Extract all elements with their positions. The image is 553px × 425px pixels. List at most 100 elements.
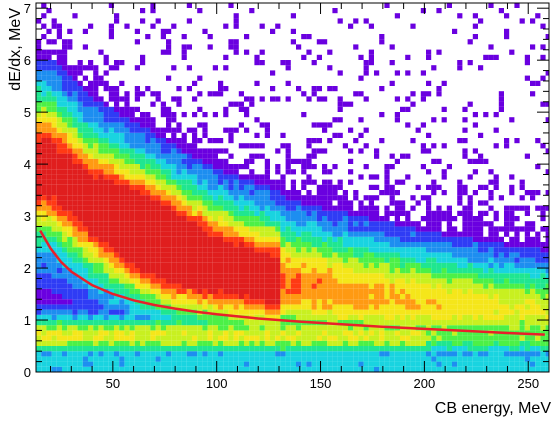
heatmap-cell [535,299,541,305]
heatmap-cell [478,346,484,352]
heatmap-cell [462,320,468,326]
heatmap-cell [415,351,421,357]
heatmap-cell [176,309,182,315]
heatmap-cell [270,299,276,305]
heatmap-cell [530,294,536,300]
heatmap-cell [342,320,348,326]
heatmap-cell [82,356,88,362]
heatmap-cell [509,346,515,352]
heatmap-cell [337,330,343,336]
heatmap-cell [124,366,130,372]
heatmap-cell [51,190,57,196]
heatmap-cell [98,283,104,289]
heatmap-cell [98,200,104,206]
heatmap-cell [290,361,296,367]
heatmap-cell [478,325,484,331]
heatmap-cell [41,200,47,206]
heatmap-cell [504,231,510,237]
heatmap-cell [36,91,42,97]
y-tick-label: 6 [24,53,31,68]
heatmap-cell [93,330,99,336]
heatmap-cell [244,268,250,274]
heatmap-cell [67,247,73,253]
heatmap-cell [140,216,146,222]
heatmap-cell [545,252,549,258]
heatmap-cell [478,309,484,315]
heatmap-cell [306,247,312,253]
heatmap-cell [519,288,525,294]
heatmap-cell [36,330,42,336]
heatmap-cell [420,143,426,149]
heatmap-cell [457,278,463,284]
heatmap-cell [483,184,489,190]
heatmap-cell [36,60,42,66]
heatmap-cell [353,340,359,346]
heatmap-cell [114,330,120,336]
heatmap-cell [166,117,172,123]
heatmap-cell [389,242,395,248]
heatmap-cell [88,247,94,253]
heatmap-cell [488,242,494,248]
heatmap-cell [358,320,364,326]
heatmap-cell [56,195,62,201]
heatmap-cell [420,356,426,362]
heatmap-cell [93,299,99,305]
heatmap-cell [342,242,348,248]
heatmap-cell [67,330,73,336]
heatmap-cell [452,283,458,289]
heatmap-cell [166,143,172,149]
heatmap-cell [415,309,421,315]
heatmap-cell [462,304,468,310]
heatmap-cell [228,3,234,8]
heatmap-cell [415,283,421,289]
heatmap-cell [77,226,83,232]
heatmap-cell [316,122,322,128]
heatmap-cell [540,273,546,279]
heatmap-cell [431,252,437,258]
heatmap-cell [264,361,270,367]
heatmap-cell [540,304,546,310]
heatmap-cell [41,80,47,86]
heatmap-cell [171,138,177,144]
heatmap-cell [384,288,390,294]
heatmap-cell [478,283,484,289]
heatmap-cell [176,143,182,149]
heatmap-cell [280,283,286,289]
heatmap-cell [322,184,328,190]
heatmap-cell [374,288,380,294]
heatmap-cell [363,70,369,76]
heatmap-cell [368,330,374,336]
heatmap-cell [296,252,302,258]
heatmap-cell [160,101,166,107]
heatmap-cell [374,247,380,253]
heatmap-cell [259,273,265,279]
heatmap-cell [171,216,177,222]
heatmap-cell [103,340,109,346]
heatmap-cell [98,216,104,222]
heatmap-cell [176,221,182,227]
heatmap-cell [181,34,187,40]
heatmap-cell [467,356,473,362]
heatmap-cell [509,49,515,55]
heatmap-cell [337,18,343,24]
heatmap-cell [426,346,432,352]
heatmap-cell [394,70,400,76]
heatmap-cell [394,216,400,222]
heatmap-cell [431,304,437,310]
heatmap-cell [129,299,135,305]
heatmap-cell [134,91,140,97]
heatmap-cell [524,273,530,279]
heatmap-cell [530,283,536,289]
heatmap-cell [233,226,239,232]
heatmap-cell [129,320,135,326]
heatmap-cell [322,288,328,294]
heatmap-cell [379,34,385,40]
heatmap-cell [46,174,52,180]
heatmap-cell [160,184,166,190]
heatmap-cell [36,80,42,86]
heatmap-cell [504,257,510,263]
heatmap-cell [519,309,525,315]
heatmap-cell [41,34,47,40]
heatmap-cell [103,210,109,216]
heatmap-cell [509,356,515,362]
